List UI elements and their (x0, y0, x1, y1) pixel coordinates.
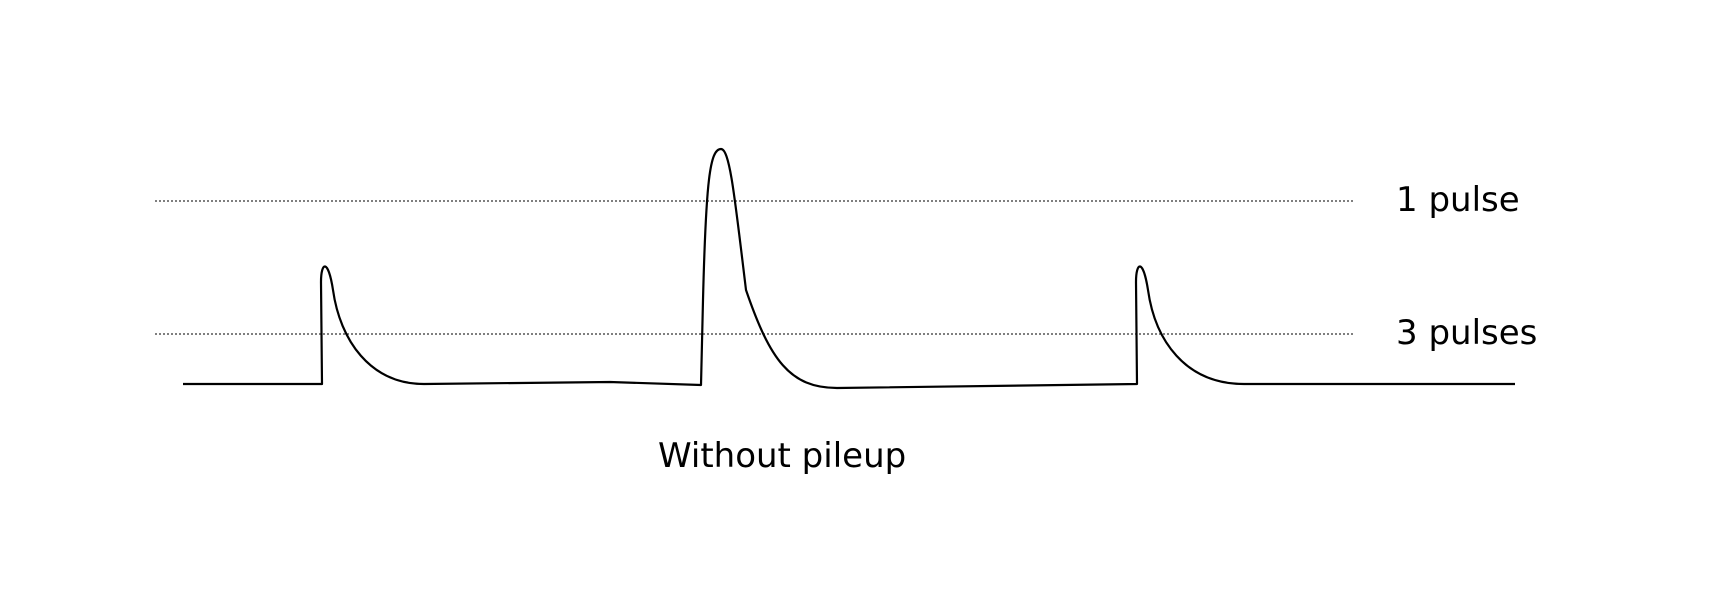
caption: Without pileup (658, 436, 906, 476)
threshold-label-1-pulse: 1 pulse (1396, 180, 1520, 220)
threshold-label-3-pulses: 3 pulses (1396, 313, 1537, 353)
pulse-signal-trace (183, 147, 1515, 390)
